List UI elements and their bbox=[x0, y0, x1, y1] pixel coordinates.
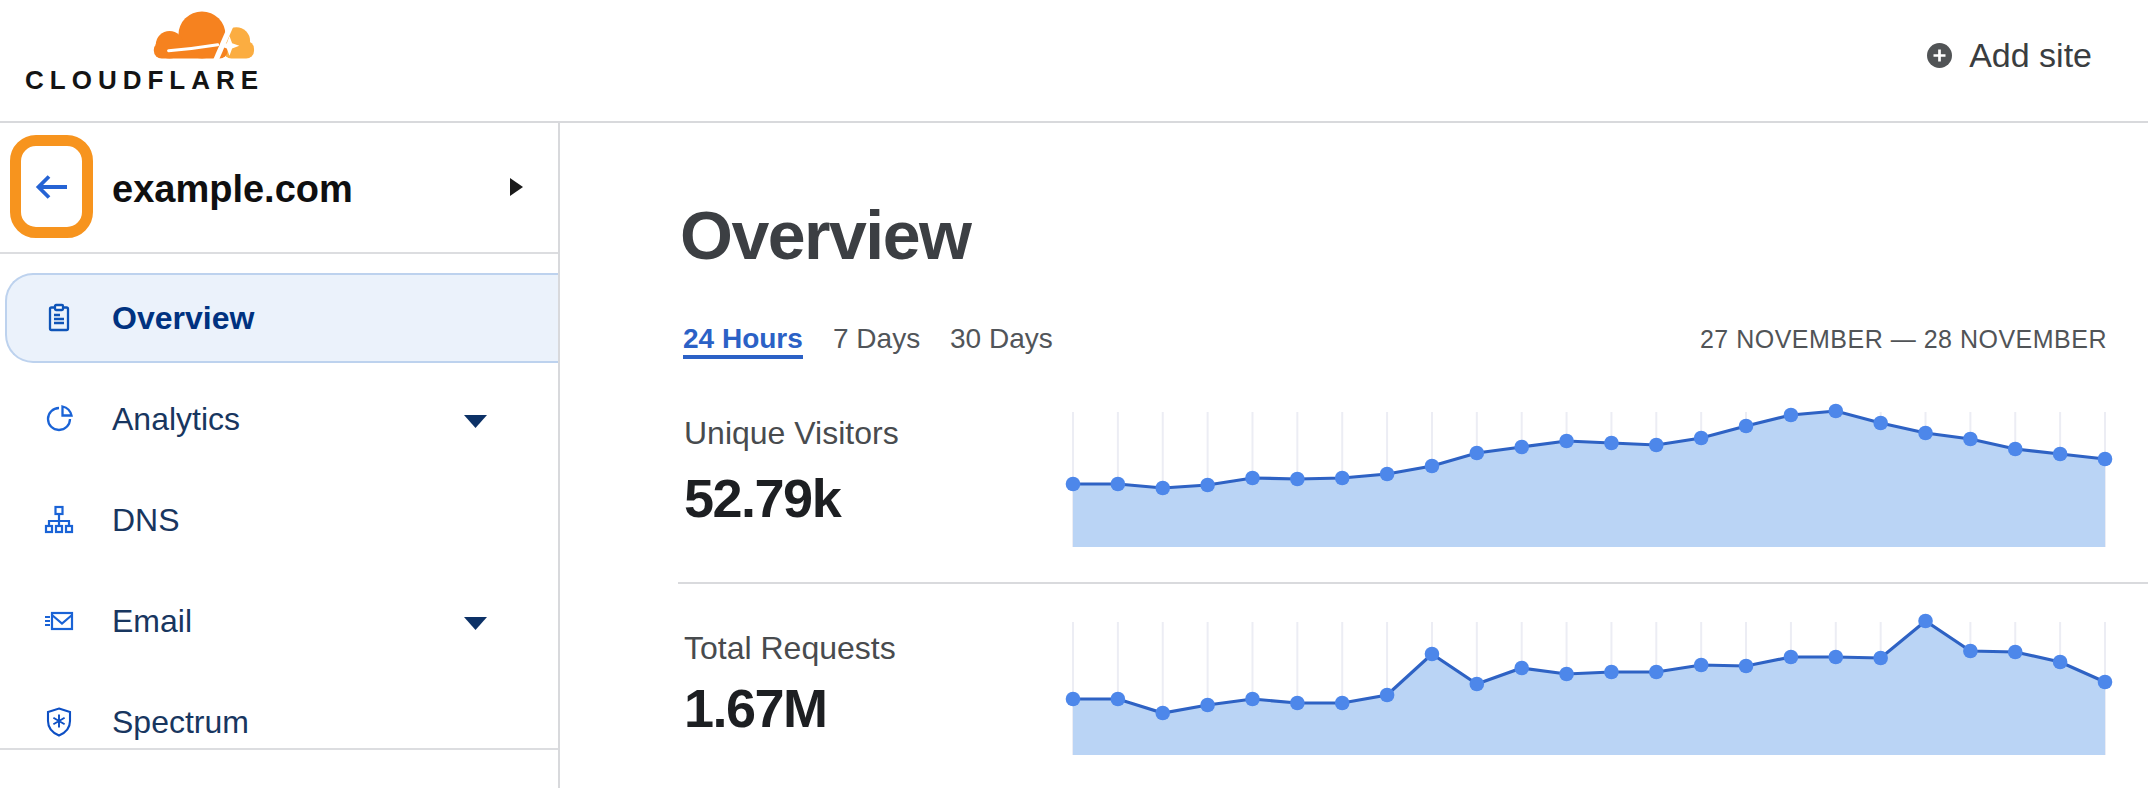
metrics-divider bbox=[678, 582, 2148, 584]
page-title: Overview bbox=[680, 201, 970, 269]
chevron-right-icon[interactable] bbox=[510, 178, 523, 200]
shield-asterisk-icon bbox=[43, 706, 75, 738]
date-range: 27 NOVEMBER — 28 NOVEMBER bbox=[1700, 325, 2107, 353]
add-site-button[interactable]: Add site bbox=[1926, 36, 2092, 75]
pie-chart-icon bbox=[43, 403, 75, 435]
back-button-highlight bbox=[10, 135, 93, 238]
sidebar-item-overview-highlight bbox=[5, 273, 558, 363]
back-button[interactable] bbox=[33, 172, 71, 202]
envelope-icon bbox=[43, 605, 75, 637]
metric-label-total-requests: Total Requests bbox=[684, 632, 896, 664]
site-name[interactable]: example.com bbox=[112, 170, 353, 208]
sidebar-item-email[interactable]: Email bbox=[112, 605, 192, 637]
metric-label-unique-visitors: Unique Visitors bbox=[684, 417, 899, 449]
tab-30-days[interactable]: 30 Days bbox=[950, 323, 1053, 355]
sidebar-item-dns[interactable]: DNS bbox=[112, 504, 180, 536]
cloudflare-dashboard: CLOUDFLARE Add site example.com bbox=[0, 0, 2148, 788]
chevron-down-icon-email[interactable] bbox=[464, 616, 487, 634]
cloudflare-cloud-logo bbox=[143, 11, 256, 63]
total-requests-sparkline bbox=[1065, 614, 2113, 755]
arrow-left-icon bbox=[33, 172, 71, 202]
chevron-down-icon-analytics[interactable] bbox=[464, 414, 487, 432]
plus-circle-icon bbox=[1926, 42, 1953, 69]
dns-tree-icon bbox=[43, 504, 75, 536]
metric-value-total-requests: 1.67M bbox=[684, 681, 827, 735]
tab-24-hours[interactable]: 24 Hours bbox=[683, 323, 803, 359]
sidebar-item-overview[interactable]: Overview bbox=[112, 302, 254, 334]
sidebar-divider bbox=[0, 252, 558, 254]
sidebar-item-spectrum[interactable]: Spectrum bbox=[112, 706, 249, 738]
sidebar-bottom-divider bbox=[0, 748, 558, 750]
top-header: CLOUDFLARE Add site bbox=[0, 0, 2148, 123]
sidebar-border bbox=[558, 123, 560, 788]
metric-value-unique-visitors: 52.79k bbox=[684, 471, 840, 525]
sidebar-item-analytics[interactable]: Analytics bbox=[112, 403, 240, 435]
cloudflare-wordmark: CLOUDFLARE bbox=[25, 65, 264, 96]
clipboard-icon bbox=[43, 302, 75, 334]
unique-visitors-sparkline bbox=[1065, 404, 2113, 547]
tab-7-days[interactable]: 7 Days bbox=[833, 323, 920, 355]
